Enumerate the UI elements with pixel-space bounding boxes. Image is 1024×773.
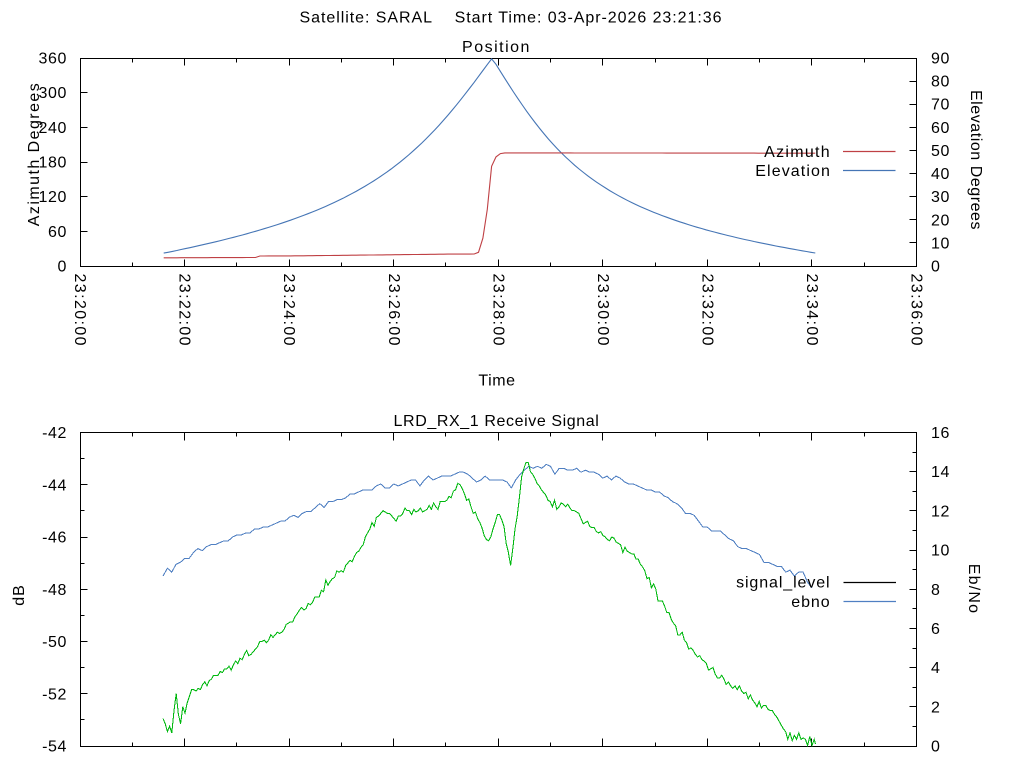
svg-text:23:36:00: 23:36:00 [908,274,925,347]
svg-text:dB: dB [11,584,28,605]
svg-text:6: 6 [931,621,941,638]
svg-text:14: 14 [931,464,950,481]
svg-text:10: 10 [931,543,950,560]
svg-text:-48: -48 [42,582,67,599]
svg-text:80: 80 [931,74,950,91]
svg-text:-50: -50 [42,634,67,651]
svg-text:40: 40 [931,166,950,183]
svg-text:120: 120 [39,189,68,206]
svg-text:50: 50 [931,143,950,160]
svg-text:Azimuth: Azimuth [764,144,831,161]
svg-text:-42: -42 [42,425,67,442]
svg-text:signal_level: signal_level [736,575,830,592]
svg-text:240: 240 [39,120,68,137]
svg-text:360: 360 [39,51,68,68]
svg-text:Satellite: SARAL Start Time: Satellite: SARAL Start Time: 03-Apr-2026… [300,10,723,27]
svg-text:LRD_RX_1 Receive Signal: LRD_RX_1 Receive Signal [394,413,600,430]
svg-text:10: 10 [931,235,950,252]
svg-text:23:24:00: 23:24:00 [280,274,297,347]
svg-text:Elevation Degrees: Elevation Degrees [967,90,984,230]
svg-text:-54: -54 [42,739,67,756]
svg-text:60: 60 [48,224,67,241]
svg-text:Position: Position [462,39,531,56]
svg-text:Time: Time [478,373,515,390]
svg-text:2: 2 [931,699,941,716]
svg-text:-44: -44 [42,477,67,494]
svg-text:23:20:00: 23:20:00 [71,274,88,347]
svg-text:16: 16 [931,425,950,442]
svg-text:Eb/No: Eb/No [965,564,982,614]
svg-text:60: 60 [931,120,950,137]
svg-text:0: 0 [58,259,68,276]
svg-text:0: 0 [931,259,941,276]
svg-text:Azimuth Degrees: Azimuth Degrees [26,82,43,226]
svg-text:70: 70 [931,97,950,114]
svg-text:23:30:00: 23:30:00 [594,274,611,347]
svg-text:90: 90 [931,51,950,68]
svg-text:Elevation: Elevation [755,163,831,180]
svg-text:-52: -52 [42,686,67,703]
svg-text:8: 8 [931,582,941,599]
svg-text:20: 20 [931,212,950,229]
svg-text:ebno: ebno [791,594,830,611]
svg-text:23:34:00: 23:34:00 [803,274,820,347]
svg-text:23:22:00: 23:22:00 [176,274,193,347]
svg-text:4: 4 [931,660,941,677]
svg-text:23:28:00: 23:28:00 [489,274,506,347]
svg-text:23:32:00: 23:32:00 [699,274,716,347]
svg-text:300: 300 [39,85,68,102]
svg-text:12: 12 [931,503,950,520]
svg-text:180: 180 [39,155,68,172]
svg-text:23:26:00: 23:26:00 [385,274,402,347]
svg-text:-46: -46 [42,530,67,547]
svg-text:0: 0 [931,739,941,756]
svg-text:30: 30 [931,189,950,206]
